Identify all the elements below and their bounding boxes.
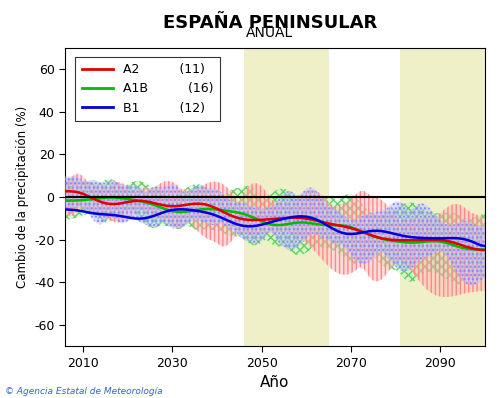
Bar xyxy=(244,48,328,346)
Legend: A2          (11), A1B          (16), B1          (12): A2 (11), A1B (16), B1 (12) xyxy=(76,57,220,121)
Text: © Agencia Estatal de Meteorología: © Agencia Estatal de Meteorología xyxy=(5,387,162,396)
Bar xyxy=(400,48,485,346)
X-axis label: Año: Año xyxy=(260,375,290,390)
Text: ANUAL: ANUAL xyxy=(246,26,294,40)
Y-axis label: Cambio de la precipitación (%): Cambio de la precipitación (%) xyxy=(16,106,28,288)
Text: ESPAÑA PENINSULAR: ESPAÑA PENINSULAR xyxy=(163,14,377,32)
